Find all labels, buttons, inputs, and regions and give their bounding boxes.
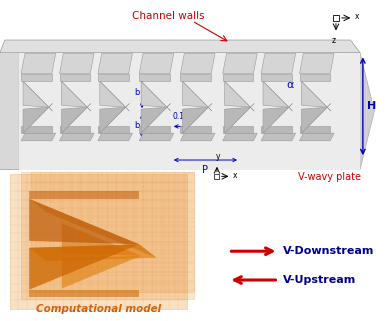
Polygon shape <box>29 199 156 258</box>
Polygon shape <box>139 54 174 74</box>
Polygon shape <box>299 133 334 141</box>
Polygon shape <box>180 74 211 81</box>
Polygon shape <box>301 103 331 133</box>
Polygon shape <box>62 256 141 289</box>
Polygon shape <box>62 81 87 107</box>
Text: V-Upstream: V-Upstream <box>283 275 356 285</box>
Polygon shape <box>60 54 94 74</box>
Text: Computational model: Computational model <box>36 304 161 314</box>
Polygon shape <box>299 126 330 133</box>
Polygon shape <box>29 244 139 290</box>
Polygon shape <box>223 133 257 141</box>
Text: b: b <box>134 121 139 130</box>
Polygon shape <box>301 81 331 111</box>
Text: x: x <box>233 171 238 180</box>
Polygon shape <box>21 133 56 141</box>
Polygon shape <box>0 40 360 53</box>
Text: H: H <box>367 101 376 111</box>
Text: 0.1H: 0.1H <box>172 112 190 121</box>
Polygon shape <box>180 126 211 133</box>
Text: y: y <box>216 152 220 161</box>
Text: x: x <box>355 13 360 22</box>
Polygon shape <box>141 107 167 133</box>
Polygon shape <box>225 81 254 111</box>
Polygon shape <box>29 199 139 244</box>
Polygon shape <box>62 81 91 111</box>
Polygon shape <box>0 158 360 169</box>
Polygon shape <box>100 107 125 133</box>
Bar <box>31 171 194 291</box>
Text: V-Downstream: V-Downstream <box>283 246 375 256</box>
Polygon shape <box>23 103 53 133</box>
Bar <box>214 174 219 179</box>
Polygon shape <box>180 133 215 141</box>
Text: α: α <box>286 80 294 90</box>
Polygon shape <box>301 81 327 107</box>
Polygon shape <box>21 126 52 133</box>
Polygon shape <box>182 107 208 133</box>
Polygon shape <box>263 81 292 111</box>
Text: P: P <box>202 165 209 175</box>
Polygon shape <box>60 133 94 141</box>
Polygon shape <box>223 54 257 74</box>
Polygon shape <box>29 244 156 261</box>
Text: Channel walls: Channel walls <box>132 11 204 21</box>
Polygon shape <box>182 103 212 133</box>
Polygon shape <box>141 81 171 111</box>
Polygon shape <box>139 126 170 133</box>
Polygon shape <box>100 81 125 107</box>
Polygon shape <box>21 54 56 74</box>
Polygon shape <box>21 74 52 81</box>
Polygon shape <box>23 81 53 111</box>
Polygon shape <box>261 54 296 74</box>
Bar <box>333 15 339 21</box>
Polygon shape <box>299 74 330 81</box>
Polygon shape <box>19 53 360 169</box>
Polygon shape <box>60 126 90 133</box>
Polygon shape <box>23 81 49 107</box>
Polygon shape <box>261 126 292 133</box>
Polygon shape <box>225 103 254 133</box>
Polygon shape <box>182 81 212 111</box>
Bar <box>29 290 139 297</box>
Polygon shape <box>62 223 141 256</box>
Bar <box>21 172 194 299</box>
Polygon shape <box>100 81 129 111</box>
Polygon shape <box>141 103 171 133</box>
Polygon shape <box>141 81 167 107</box>
Polygon shape <box>263 103 292 133</box>
Bar <box>29 191 139 199</box>
Polygon shape <box>180 54 215 74</box>
Polygon shape <box>263 107 289 133</box>
Polygon shape <box>62 107 87 133</box>
Polygon shape <box>62 103 91 133</box>
Text: b: b <box>134 88 139 97</box>
Polygon shape <box>299 54 334 74</box>
Text: V-wavy plate: V-wavy plate <box>298 171 361 182</box>
Polygon shape <box>263 81 289 107</box>
Text: z: z <box>332 36 336 45</box>
Polygon shape <box>225 81 250 107</box>
Polygon shape <box>301 107 327 133</box>
Polygon shape <box>98 133 132 141</box>
Polygon shape <box>139 133 174 141</box>
Polygon shape <box>60 74 90 81</box>
Polygon shape <box>23 107 49 133</box>
Polygon shape <box>261 133 296 141</box>
Polygon shape <box>98 126 129 133</box>
Polygon shape <box>98 74 129 81</box>
Polygon shape <box>98 54 132 74</box>
Polygon shape <box>225 107 250 133</box>
Polygon shape <box>341 53 374 169</box>
Polygon shape <box>261 74 292 81</box>
Bar <box>9 174 187 309</box>
Polygon shape <box>0 53 19 169</box>
Polygon shape <box>223 126 253 133</box>
Polygon shape <box>182 81 208 107</box>
Polygon shape <box>100 103 129 133</box>
Polygon shape <box>139 74 170 81</box>
Polygon shape <box>223 74 253 81</box>
